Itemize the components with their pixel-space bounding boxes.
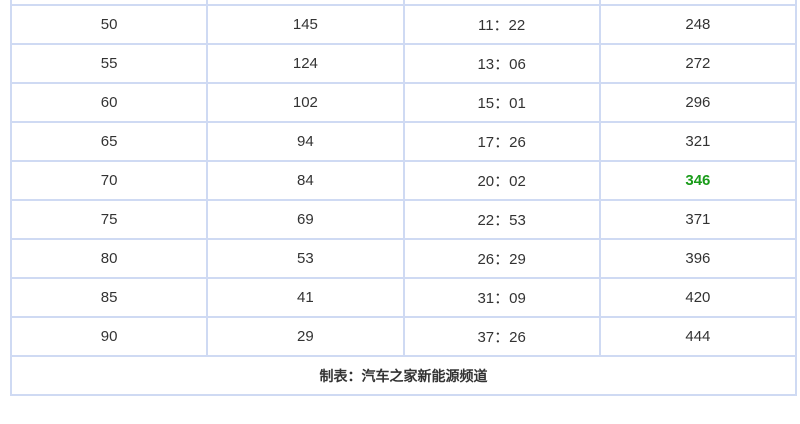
table-cell: 37：26 (402, 316, 601, 357)
table-row: 55 124 13：06 272 (9, 43, 798, 84)
table-cell: 31：09 (402, 277, 601, 318)
table-cell (206, 0, 405, 6)
table-row: 80 53 26：29 396 (9, 238, 798, 279)
table-cell: 60 (9, 82, 209, 123)
table-row (9, 0, 798, 6)
table-cell: 444 (598, 316, 798, 357)
table-cell: 272 (598, 43, 798, 84)
table-cell: 22：53 (402, 199, 601, 240)
table-cell: 84 (206, 160, 405, 201)
table-cell: 296 (598, 82, 798, 123)
table-cell: 13：06 (402, 43, 601, 84)
table-cell: 420 (598, 277, 798, 318)
table-cell: 20：02 (402, 160, 601, 201)
table-cell (9, 0, 209, 6)
table-cell: 53 (206, 238, 405, 279)
table-cell (402, 0, 601, 6)
table-cell (598, 0, 798, 6)
table-cell: 29 (206, 316, 405, 357)
table-cell: 102 (206, 82, 405, 123)
table-cell: 124 (206, 43, 405, 84)
table-cell: 145 (206, 4, 405, 45)
table-source-note: 制表：汽车之家新能源频道 (10, 355, 797, 396)
table-cell: 55 (9, 43, 209, 84)
table-cell: 321 (598, 121, 798, 162)
table-cell: 90 (9, 316, 209, 357)
table-cell: 65 (9, 121, 209, 162)
table-cell: 15：01 (402, 82, 601, 123)
table-row: 85 41 31：09 420 (9, 277, 798, 318)
table-cell: 69 (206, 199, 405, 240)
table-row: 70 84 20：02 346 (9, 160, 798, 201)
table-cell: 371 (598, 199, 798, 240)
table-row: 65 94 17：26 321 (9, 121, 798, 162)
table-row: 60 102 15：01 296 (9, 82, 798, 123)
table-cell: 11：22 (402, 4, 601, 45)
table-cell: 346 (598, 160, 798, 201)
table-row: 75 69 22：53 371 (9, 199, 798, 240)
table-row: 90 29 37：26 444 (9, 316, 798, 357)
table-cell: 70 (9, 160, 209, 201)
table-cell: 248 (598, 4, 798, 45)
footer-row: 制表：汽车之家新能源频道 (10, 355, 797, 396)
table-cell: 75 (9, 199, 209, 240)
table-cell: 26：29 (402, 238, 601, 279)
table-cell: 396 (598, 238, 798, 279)
table-cell: 17：26 (402, 121, 601, 162)
table-cell: 85 (9, 277, 209, 318)
table-cell: 80 (9, 238, 209, 279)
table-cell: 94 (206, 121, 405, 162)
table-cell: 50 (9, 4, 209, 45)
table-cell: 41 (206, 277, 405, 318)
data-table: 50 145 11：22 248 55 124 13：06 272 60 102 15：01 296 6… (9, 0, 798, 396)
table-row: 50 145 11：22 248 (9, 4, 798, 45)
